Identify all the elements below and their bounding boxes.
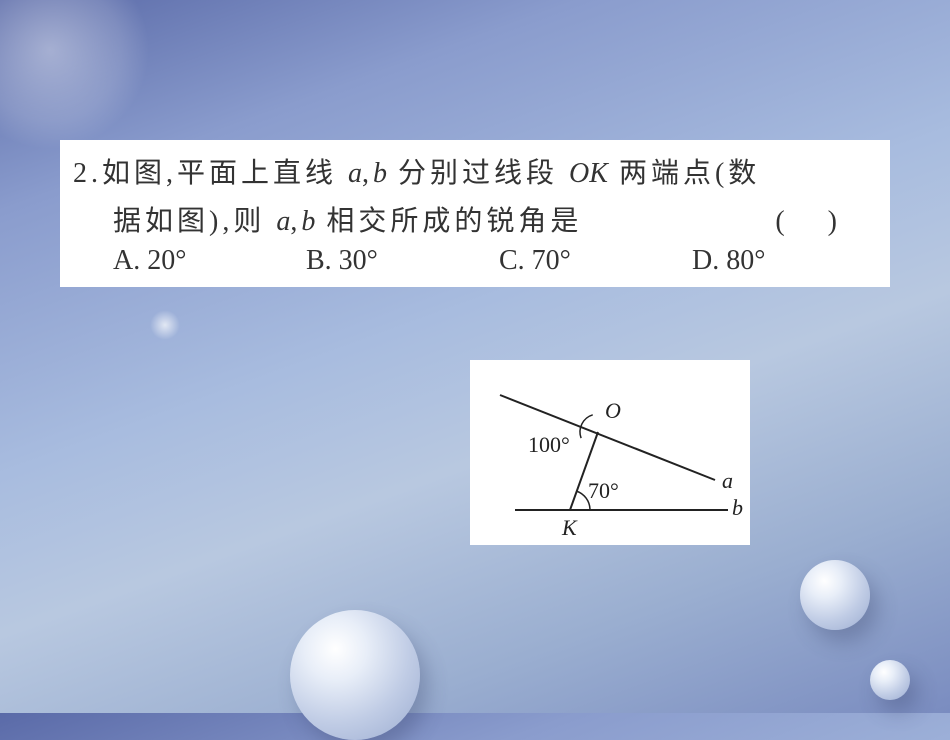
svg-text:K: K bbox=[561, 515, 578, 540]
svg-text:100°: 100° bbox=[528, 432, 570, 457]
question-panel: 2.如图,平面上直线 a,b 分别过线段 OK 两端点(数 据如图),则 a,b… bbox=[60, 140, 890, 287]
q-text-1a: 如图,平面上直线 bbox=[102, 158, 348, 189]
question-number: 2. bbox=[73, 158, 102, 189]
q-text-1b: 分别过线段 bbox=[387, 158, 569, 189]
var-ok: OK bbox=[569, 158, 608, 189]
diagram-svg: 70° 100° O Kab bbox=[470, 360, 750, 545]
svg-text:a: a bbox=[722, 468, 733, 493]
decorative-flare-2 bbox=[150, 310, 180, 340]
option-a[interactable]: A. 20° bbox=[113, 245, 306, 277]
q-text-2a: 据如图),则 bbox=[113, 206, 276, 237]
svg-text:O: O bbox=[605, 398, 621, 423]
question-line-2: 据如图),则 a,b 相交所成的锐角是 ( ) bbox=[65, 198, 885, 246]
q-text-2b: 相交所成的锐角是 bbox=[315, 206, 582, 237]
var-a: a bbox=[348, 158, 362, 189]
decorative-sphere-1 bbox=[290, 610, 420, 740]
question-line-1: 2.如图,平面上直线 a,b 分别过线段 OK 两端点(数 bbox=[65, 150, 885, 198]
answer-blank: ( ) bbox=[775, 198, 855, 246]
geometry-diagram: 70° 100° O Kab bbox=[470, 360, 750, 545]
svg-text:b: b bbox=[732, 495, 743, 520]
var-b: b bbox=[373, 158, 387, 189]
var-a-2: a bbox=[276, 206, 290, 237]
option-b[interactable]: B. 30° bbox=[306, 245, 499, 277]
svg-text:70°: 70° bbox=[588, 478, 619, 503]
options-row: A. 20° B. 30° C. 70° D. 80° bbox=[65, 245, 885, 277]
comma-1: , bbox=[362, 158, 373, 189]
decorative-sphere-2 bbox=[800, 560, 870, 630]
decorative-flare-1 bbox=[0, 0, 150, 150]
option-d[interactable]: D. 80° bbox=[692, 245, 885, 277]
comma-2: , bbox=[290, 206, 301, 237]
decorative-sphere-3 bbox=[870, 660, 910, 700]
q-text-1c: 两端点(数 bbox=[608, 158, 760, 189]
var-b-2: b bbox=[301, 206, 315, 237]
option-c[interactable]: C. 70° bbox=[499, 245, 692, 277]
